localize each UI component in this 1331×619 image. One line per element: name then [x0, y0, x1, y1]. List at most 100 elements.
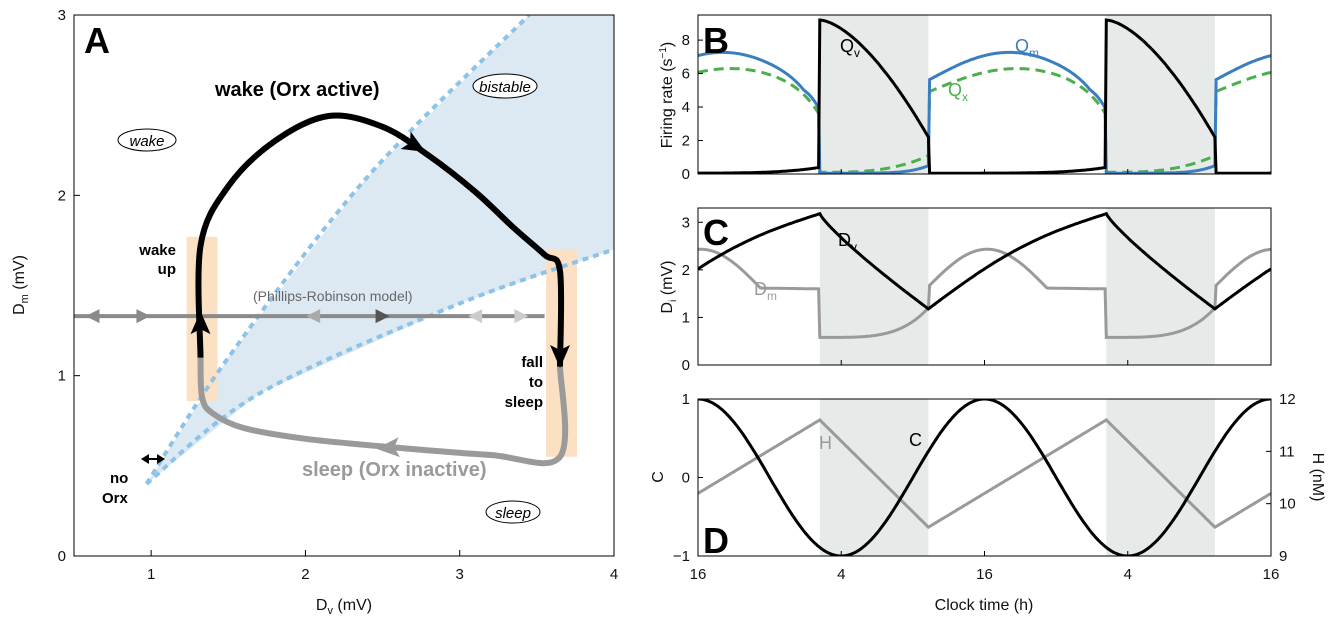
pr-arrowhead-1: [136, 309, 151, 324]
night-band-0: [819, 15, 929, 174]
dm-series-line: [698, 247, 1271, 339]
panel-label-d: D: [703, 520, 729, 561]
dm-label: Dm: [754, 279, 777, 303]
c-series-line: [698, 399, 1271, 556]
wake-up-label-1: wake: [138, 242, 176, 259]
y-tick-label: 0: [682, 166, 690, 183]
wake-arrow-right: [400, 131, 426, 152]
panel-label-c: C: [703, 212, 729, 253]
y-tick-label: 0: [682, 357, 690, 374]
wake-up-arrow: [190, 311, 211, 335]
wake-trajectory-label: wake (Orx active): [214, 79, 380, 101]
no-orx-label-2: Orx: [102, 490, 129, 507]
x-tick-label: 16: [976, 566, 993, 583]
pr-model-label: (Phillips-Robinson model): [253, 288, 413, 304]
y-tick-label: 9: [1279, 548, 1287, 565]
y-tick-label: 3: [682, 214, 690, 231]
x-tick-label: 4: [1124, 566, 1132, 583]
bistable-region: [146, 15, 614, 484]
x-tick-label: 4: [610, 566, 618, 583]
x-tick-label: 1: [147, 566, 155, 583]
panel-d-ylabel-left: C: [650, 471, 667, 483]
y-tick-label: 12: [1279, 391, 1296, 408]
panel-c-ylabel: Di (mV): [659, 261, 679, 314]
sleep-arrow-left: [376, 437, 400, 458]
x-tick-label: 16: [690, 566, 707, 583]
y-tick-label: 2: [682, 133, 690, 150]
x-tick-label: 2: [301, 566, 309, 583]
y-tick-label: 1: [58, 368, 66, 385]
y-tick-label: 6: [682, 66, 690, 83]
dv-series-line: [698, 211, 1271, 311]
y-tick-label: 11: [1279, 443, 1295, 460]
no-orx-double-arrow: [141, 454, 165, 464]
night-band-1: [1106, 15, 1215, 174]
h-series-line: [698, 417, 1271, 530]
qv-label: Qv: [840, 36, 860, 60]
c-series-label: C: [909, 430, 922, 450]
y-tick-label: 2: [682, 262, 690, 279]
y-tick-label: −1: [673, 548, 690, 565]
qx-label: Qx: [948, 80, 968, 104]
sleep-region-label: sleep: [495, 505, 531, 522]
night-shading-c: [819, 208, 1215, 365]
fall-asleep-label-2: to: [529, 374, 543, 391]
sleep-trajectory: [197, 357, 569, 467]
fall-asleep-arrow: [550, 345, 570, 369]
sleep-region-oval: [485, 500, 541, 524]
trajectory-arrows: [190, 131, 570, 458]
y-tick-label: 1: [682, 309, 690, 326]
sleep-trajectory-label: sleep (Orx inactive): [302, 459, 487, 481]
panel-label-b: B: [703, 20, 729, 61]
panel-a-frame: [73, 14, 615, 557]
bistable-region-oval: [472, 73, 538, 99]
qm-label: Qm: [1015, 36, 1039, 60]
panel-a-ylabel: Dm (mV): [11, 255, 31, 315]
night-shading-b: [819, 15, 1215, 174]
pr-arrowhead-2: [306, 309, 321, 324]
night-band-1: [1106, 399, 1215, 556]
pr-arrowhead-4: [468, 309, 483, 324]
panel-d-xlabel: Clock time (h): [935, 597, 1034, 614]
wake-up-label-2: up: [158, 261, 176, 278]
pr-arrowhead-3: [375, 309, 390, 324]
wake-region-oval: [117, 128, 177, 152]
panel-a: 1 2 3 4 0 1 2 3 A wake bistable sleep wake (Orx…: [11, 7, 618, 617]
y-tick-label: 8: [682, 32, 690, 49]
panel-d-ylabel-right: H (nM): [1309, 453, 1326, 502]
qm-series-line: [698, 50, 1271, 174]
fall-asleep-label-3: sleep: [505, 394, 543, 411]
pr-model-arrows: [85, 309, 529, 324]
panel-b-ylabel: Firing rate (s−1): [658, 42, 676, 149]
h-series-label: H: [819, 433, 832, 453]
x-tick-label: 16: [1263, 566, 1280, 583]
y-tick-label: 1: [682, 391, 690, 408]
fall-asleep-label-1: fall: [521, 354, 543, 371]
bifurcation-boundary-lower: [145, 247, 614, 486]
wake-region-label: wake: [129, 133, 164, 150]
night-shading-d: [819, 399, 1215, 556]
pr-arrowhead-5: [514, 309, 529, 324]
panel-c-ticks: 0 1 2 3: [682, 214, 1272, 374]
y-tick-label: 3: [58, 7, 66, 24]
x-tick-label: 4: [837, 566, 845, 583]
y-tick-label: 2: [58, 187, 66, 204]
panel-b-ticks: 0 2 4 6 8: [682, 32, 1272, 183]
bistable-region-label: bistable: [479, 79, 531, 96]
x-tick-label: 3: [456, 566, 464, 583]
qx-series-line: [698, 67, 1271, 174]
panel-a-xlabel: Dv (mV): [316, 597, 372, 617]
y-tick-label: 10: [1279, 496, 1296, 513]
pr-arrowhead-0: [85, 309, 100, 324]
panel-a-ticks: 1 2 3 4 0 1 2 3: [58, 7, 619, 583]
panel-b: 0 2 4 6 8 B Qv Qm Qx Firing rate (s−1): [658, 14, 1272, 183]
y-tick-label: 4: [682, 99, 690, 116]
y-tick-label: 0: [58, 548, 66, 565]
panel-c: 0 1 2 3 C Dv Dm Di (mV): [659, 207, 1272, 374]
wake-trajectory: [195, 112, 565, 367]
y-tick-label: 0: [682, 470, 690, 487]
dv-label: Dv: [838, 230, 857, 254]
